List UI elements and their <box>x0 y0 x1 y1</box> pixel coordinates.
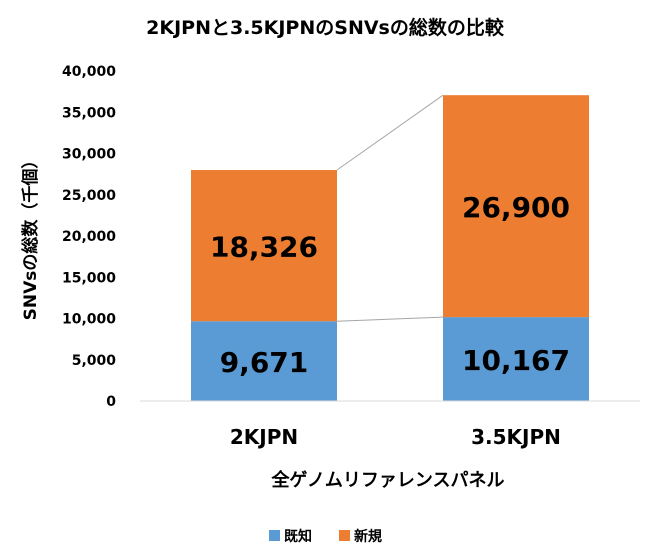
data-label: 9,671 <box>220 346 309 379</box>
y-tick-label: 15,000 <box>62 270 116 286</box>
bar-new-1 <box>191 170 337 322</box>
legend-swatch <box>339 530 350 541</box>
y-tick-label: 30,000 <box>62 147 116 163</box>
y-tick-label: 20,000 <box>62 229 116 245</box>
y-tick-label: 35,000 <box>62 105 116 121</box>
x-tick-label: 3.5KJPN <box>471 425 561 449</box>
bars <box>191 95 589 401</box>
legend-swatch <box>269 530 280 541</box>
bar-new-2 <box>443 95 589 318</box>
x-axis-label: 全ゲノムリファレンスパネル <box>270 469 504 491</box>
y-tick-label: 5,000 <box>72 353 117 369</box>
connector-line-total <box>336 94 444 171</box>
connector-line-known <box>336 316 444 322</box>
y-axis-label: SNVsの総数（千個） <box>20 152 41 321</box>
legend-label: 既知 <box>284 528 312 545</box>
y-tick-label: 25,000 <box>62 188 116 204</box>
bar-known-1 <box>191 321 337 401</box>
x-tick-label: 2KJPN <box>230 425 298 449</box>
data-label: 18,326 <box>210 231 318 264</box>
legend-label: 新規 <box>354 528 382 545</box>
y-tick-label: 0 <box>106 394 116 410</box>
legend: 既知 新規 <box>269 528 382 545</box>
y-tick-label: 40,000 <box>62 64 116 80</box>
bar-known-2 <box>443 317 589 401</box>
data-label: 10,167 <box>462 344 570 377</box>
chart-title: 2KJPNと3.5KJPNのSNVsの総数の比較 <box>146 16 505 39</box>
y-axis-ticks: 0 5,000 10,000 15,000 20,000 25,000 30,000 35,0… <box>62 64 116 410</box>
data-label: 26,900 <box>462 191 570 224</box>
y-tick-label: 10,000 <box>62 312 116 328</box>
data-labels: 9,671 18,326 10,167 26,900 <box>210 191 570 379</box>
connector-lines <box>336 94 444 322</box>
x-axis-ticks: 2KJPN 3.5KJPN <box>230 425 561 449</box>
